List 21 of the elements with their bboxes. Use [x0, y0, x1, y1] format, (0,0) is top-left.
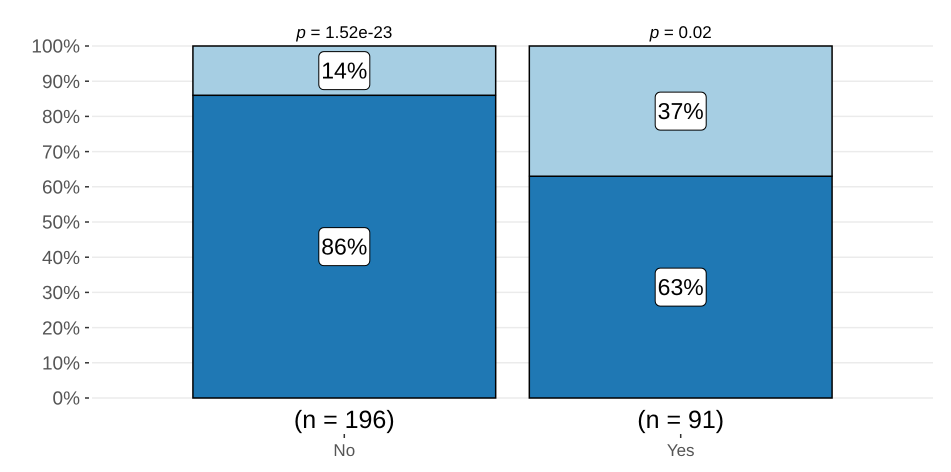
data-label: 63%: [658, 274, 704, 300]
y-tick-label: 80%: [42, 107, 80, 128]
y-tick-label: 30%: [42, 283, 80, 304]
y-tick-label: 70%: [42, 142, 80, 164]
y-tick-label: 60%: [42, 177, 80, 198]
data-label: 14%: [321, 58, 368, 84]
annotation: p = 1.52e-23: [295, 23, 392, 42]
y-tick-label: 20%: [42, 318, 80, 340]
annotation: (n = 91): [637, 406, 724, 434]
y-tick-label: 50%: [42, 212, 80, 234]
x-tick-label: Yes: [666, 441, 695, 460]
y-tick-label: 10%: [42, 353, 80, 374]
data-label: 37%: [658, 98, 704, 124]
annotation: p = 0.02: [648, 23, 712, 42]
data-label: 86%: [321, 234, 368, 260]
y-tick-label: 40%: [42, 248, 80, 269]
y-tick-label: 90%: [42, 72, 80, 93]
x-tick-label: No: [333, 441, 356, 460]
y-tick-label: 100%: [31, 36, 80, 58]
annotation: (n = 196): [294, 406, 395, 434]
y-tick-label: 0%: [52, 388, 80, 410]
